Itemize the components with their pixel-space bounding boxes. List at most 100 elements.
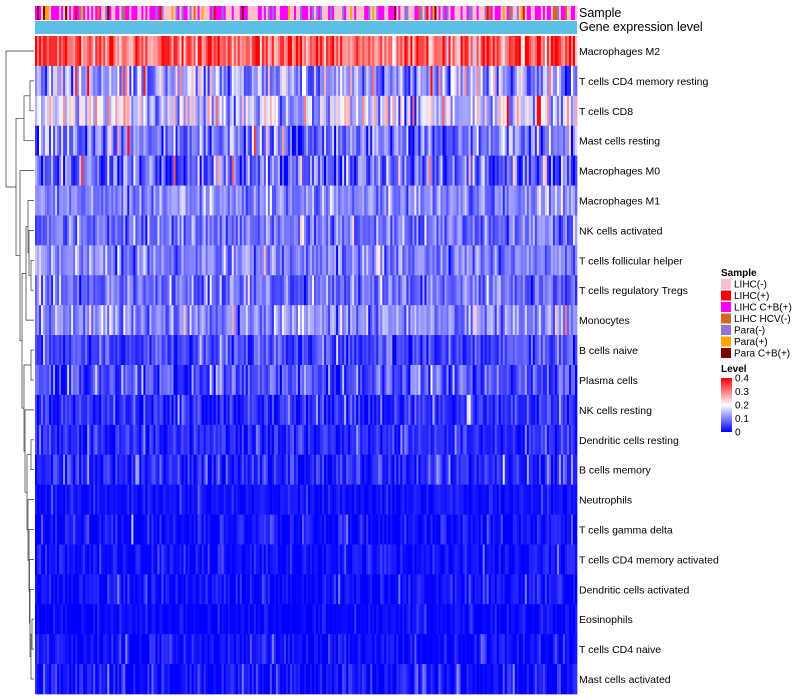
sample-annotation-cell	[143, 6, 146, 20]
heatmap-cell	[101, 484, 104, 515]
heatmap-cell	[193, 335, 196, 366]
heatmap-cell	[438, 484, 441, 515]
heatmap-cell	[55, 305, 58, 336]
heatmap-cell	[245, 335, 249, 366]
heatmap-cell	[233, 305, 237, 336]
heatmap-cell	[77, 125, 80, 156]
heatmap-cell	[560, 36, 564, 67]
heatmap-cell	[362, 454, 365, 485]
heatmap-cell	[119, 335, 122, 366]
heatmap-cell	[306, 394, 309, 426]
heatmap-cell	[448, 36, 451, 67]
heatmap-cell	[350, 275, 353, 306]
heatmap-cell	[261, 335, 265, 366]
heatmap-cell	[139, 275, 142, 306]
heatmap-cell	[466, 424, 469, 456]
heatmap-cell	[554, 275, 558, 306]
heatmap-cell	[504, 65, 508, 97]
heatmap-cell	[492, 335, 496, 366]
heatmap-cell	[137, 424, 140, 456]
heatmap-cell	[89, 394, 92, 426]
heatmap-cell	[125, 544, 128, 575]
heatmap-cell	[412, 65, 415, 97]
heatmap-cell	[484, 36, 488, 67]
heatmap-cell	[470, 275, 473, 306]
heatmap-cell	[382, 484, 385, 515]
heatmap-cell	[231, 514, 235, 545]
heatmap-cell	[139, 424, 142, 456]
heatmap-cell	[155, 305, 158, 336]
heatmap-cell	[498, 65, 502, 97]
heatmap-cell	[500, 36, 504, 67]
heatmap-cell	[69, 484, 72, 515]
heatmap-cell	[103, 424, 106, 456]
heatmap-cell	[101, 514, 104, 545]
heatmap-cell	[133, 65, 136, 97]
heatmap-cell	[536, 215, 540, 246]
heatmap-cell	[143, 365, 146, 396]
heatmap-cell	[384, 215, 387, 246]
heatmap-cell	[249, 95, 253, 127]
heatmap-cell	[215, 185, 219, 216]
heatmap-cell	[366, 335, 369, 366]
heatmap-cell	[161, 36, 164, 67]
heatmap-cell	[133, 36, 136, 67]
heatmap-cell	[438, 514, 441, 545]
heatmap-cell	[456, 95, 459, 127]
heatmap-cell	[396, 305, 399, 336]
heatmap-cell	[219, 544, 223, 575]
heatmap-cell	[496, 275, 500, 306]
heatmap-cell	[346, 95, 349, 127]
heatmap-cell	[458, 155, 461, 186]
heatmap-cell	[360, 36, 363, 67]
heatmap-cell	[414, 245, 417, 276]
heatmap-cell	[211, 65, 215, 97]
heatmap-cell	[87, 335, 90, 366]
heatmap-cell	[127, 305, 130, 336]
heatmap-cell	[75, 394, 78, 426]
heatmap-cell	[526, 305, 530, 336]
heatmap-cell	[544, 394, 548, 426]
heatmap-cell	[436, 215, 439, 246]
heatmap-cell	[141, 65, 144, 97]
heatmap-cell	[129, 125, 132, 156]
heatmap-cell	[310, 215, 313, 246]
heatmap-cell	[340, 335, 343, 366]
heatmap-cell	[552, 185, 556, 216]
heatmap-cell	[253, 155, 257, 186]
heatmap-cell	[476, 95, 479, 127]
heatmap-cell	[514, 275, 518, 306]
heatmap-cell	[450, 275, 453, 306]
heatmap-cell	[187, 544, 190, 575]
heatmap-cell	[378, 305, 381, 336]
heatmap-row	[35, 305, 578, 336]
heatmap-cell	[91, 365, 94, 396]
heatmap-cell	[53, 125, 56, 156]
heatmap-cell	[119, 275, 122, 306]
heatmap-cell	[512, 245, 516, 276]
heatmap-cell	[392, 245, 395, 276]
heatmap-cell	[386, 305, 389, 336]
heatmap-cell	[77, 95, 80, 127]
heatmap-cell	[566, 65, 570, 97]
heatmap-cell	[37, 185, 40, 216]
heatmap-cell	[235, 514, 239, 545]
heatmap-cell	[572, 95, 576, 127]
heatmap-cell	[127, 125, 130, 156]
heatmap-cell	[175, 305, 178, 336]
heatmap-cell	[510, 95, 514, 127]
heatmap-cell	[470, 454, 473, 485]
sample-annotation-cell	[564, 6, 568, 20]
heatmap-cell	[111, 514, 114, 545]
heatmap-cell	[552, 335, 556, 366]
heatmap-cell	[420, 335, 423, 366]
heatmap-cell	[61, 36, 64, 67]
heatmap-cell	[241, 454, 245, 485]
heatmap-cell	[486, 514, 490, 545]
heatmap-cell	[145, 394, 148, 426]
heatmap-cell	[37, 215, 40, 246]
heatmap-cell	[57, 335, 60, 366]
heatmap-cell	[456, 125, 459, 156]
heatmap-cell	[103, 365, 106, 396]
heatmap-cell	[269, 185, 273, 216]
